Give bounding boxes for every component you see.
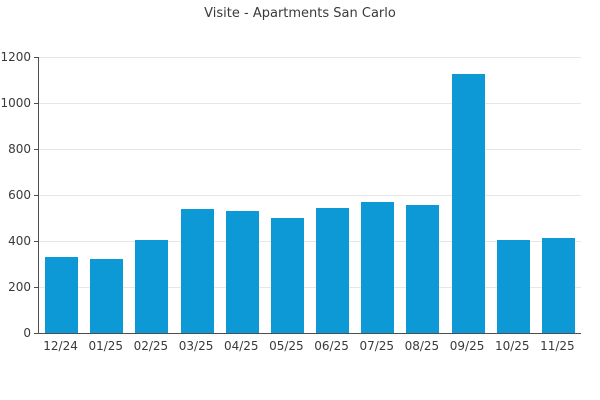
gridline (39, 194, 581, 196)
y-tick-mark (34, 286, 38, 288)
y-axis-labels: 0 200 400 600 800 1000 1200 (0, 50, 31, 340)
chart-title: Visite - Apartments San Carlo (204, 6, 396, 21)
x-tick-label: 01/25 (88, 339, 124, 353)
x-tick-label: 09/25 (449, 339, 485, 353)
gridline (39, 102, 581, 104)
x-tick-label: 05/25 (269, 339, 304, 353)
y-tick-label: 1200 (0, 50, 31, 64)
bar-06-25 (316, 207, 350, 333)
bar-01-25 (90, 259, 124, 333)
x-tick-label: 06/25 (314, 339, 349, 353)
x-tick-label: 12/24 (43, 339, 78, 353)
gridline (39, 56, 581, 58)
bar-02-25 (135, 239, 169, 333)
y-tick-mark (34, 194, 38, 196)
gridline (39, 240, 581, 242)
bar-07-25 (361, 201, 395, 333)
x-tick-label: 11/25 (540, 339, 575, 353)
y-tick-label: 800 (8, 142, 31, 156)
x-tick-label: 03/25 (178, 339, 214, 353)
x-tick-label: 07/25 (359, 339, 395, 353)
y-tick-label: 400 (8, 234, 31, 248)
bar-11-25 (541, 237, 575, 333)
gridline (39, 286, 581, 288)
y-tick-mark (34, 56, 38, 58)
plot-area (34, 56, 581, 334)
x-tick-label: 10/25 (494, 339, 530, 353)
bar-09-25 (451, 74, 485, 333)
y-tick-label: 0 (23, 326, 31, 340)
bar-03-25 (180, 208, 214, 333)
y-tick-mark (34, 148, 38, 150)
x-tick-label: 04/25 (223, 339, 259, 353)
bar-05-25 (270, 218, 304, 333)
bar-10-25 (496, 239, 530, 333)
y-tick-label: 1000 (0, 96, 31, 110)
x-axis-labels: 12/24 01/25 02/25 03/25 04/25 05/25 06/25 07/25… (38, 339, 580, 355)
bar-08-25 (406, 205, 440, 333)
bar-04-25 (225, 211, 259, 333)
x-tick-label: 02/25 (133, 339, 169, 353)
y-tick-label: 200 (8, 280, 31, 294)
y-tick-label: 600 (8, 188, 31, 202)
y-tick-mark (34, 102, 38, 104)
gridline (39, 148, 581, 150)
x-tick-label: 08/25 (404, 339, 440, 353)
bar-12-24 (45, 257, 79, 333)
y-tick-mark (34, 332, 38, 334)
y-tick-mark (34, 240, 38, 242)
